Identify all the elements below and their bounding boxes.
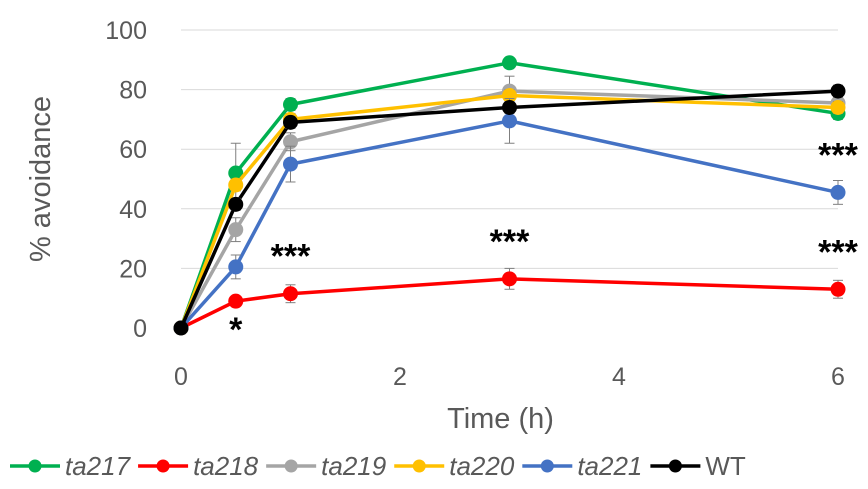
legend-marker xyxy=(413,460,426,473)
legend-marker xyxy=(285,460,298,473)
significance-label: *** xyxy=(818,233,858,271)
data-point xyxy=(831,282,846,297)
x-axis-label: Time (h) xyxy=(447,403,554,435)
data-point xyxy=(228,259,243,274)
data-point xyxy=(831,84,846,99)
significance-label: *** xyxy=(271,238,311,276)
y-axis-label: % avoidance xyxy=(25,96,57,262)
y-tick-label: 0 xyxy=(133,315,147,343)
legend-item-ta218: ta218 xyxy=(138,451,259,481)
legend-marker xyxy=(29,460,42,473)
x-axis-ticks: 0 2 4 6 xyxy=(174,363,845,391)
y-tick-label: 100 xyxy=(105,17,147,45)
legend-item-ta221: ta221 xyxy=(522,451,642,481)
y-tick-label: 40 xyxy=(119,196,147,224)
legend-item-ta217: ta217 xyxy=(10,451,132,481)
data-point xyxy=(831,185,846,200)
data-point xyxy=(502,271,517,286)
legend-label: WT xyxy=(705,451,746,481)
significance-label: *** xyxy=(818,136,858,174)
legend-label: ta218 xyxy=(193,451,259,481)
significance-label: * xyxy=(229,311,243,349)
legend-item-wt: WT xyxy=(650,451,746,481)
data-point xyxy=(283,286,298,301)
data-point xyxy=(228,177,243,192)
legend-marker xyxy=(541,460,554,473)
x-tick-label: 2 xyxy=(393,363,407,391)
legend-marker xyxy=(669,460,682,473)
x-tick-label: 4 xyxy=(612,363,626,391)
data-point xyxy=(228,222,243,237)
x-tick-label: 0 xyxy=(174,363,188,391)
y-tick-label: 60 xyxy=(119,136,147,164)
legend-item-ta220: ta220 xyxy=(394,451,515,481)
plot-area xyxy=(174,55,846,335)
data-point xyxy=(283,97,298,112)
series-ta221 xyxy=(174,99,846,336)
data-point xyxy=(283,115,298,130)
legend-label: ta219 xyxy=(321,451,386,481)
significance-label: *** xyxy=(490,223,530,261)
y-tick-label: 20 xyxy=(119,255,147,283)
data-point xyxy=(228,294,243,309)
legend-label: ta221 xyxy=(577,451,642,481)
legend-marker xyxy=(157,460,170,473)
series-ta218 xyxy=(174,268,846,335)
x-tick-label: 6 xyxy=(831,363,845,391)
data-point xyxy=(502,55,517,70)
data-point xyxy=(174,321,189,336)
data-point xyxy=(228,197,243,212)
data-point xyxy=(831,100,846,115)
legend-item-ta219: ta219 xyxy=(266,451,386,481)
y-axis-ticks: 0 20 40 60 80 100 xyxy=(105,17,147,343)
legend-label: ta217 xyxy=(65,451,132,481)
data-point xyxy=(502,113,517,128)
y-tick-label: 80 xyxy=(119,77,147,105)
legend-label: ta220 xyxy=(449,451,515,481)
legend: ta217 ta218 ta219 ta220 ta221 WT xyxy=(10,451,746,481)
significance-annotations: **** *** ****** xyxy=(229,136,858,349)
data-point xyxy=(502,100,517,115)
data-point xyxy=(283,157,298,172)
